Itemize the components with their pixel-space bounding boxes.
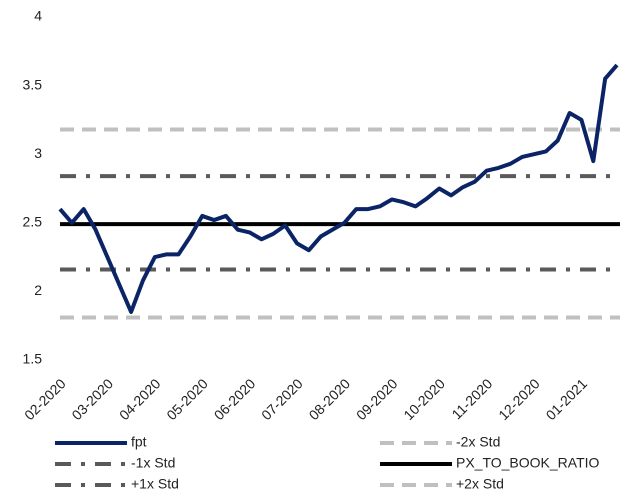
x-tick-label: 12-2020 xyxy=(495,375,543,423)
y-tick-label: 2 xyxy=(34,282,42,298)
legend-label: -2x Std xyxy=(456,434,500,450)
x-tick-label: 02-2020 xyxy=(21,375,69,423)
x-tick-label: 11-2020 xyxy=(448,375,495,422)
x-tick-label: 05-2020 xyxy=(163,375,211,423)
y-tick-label: 3 xyxy=(34,145,42,161)
y-tick-label: 3.5 xyxy=(23,76,43,92)
legend-label: +2x Std xyxy=(456,476,504,492)
y-tick-label: 4 xyxy=(34,8,42,24)
x-tick-label: 10-2020 xyxy=(400,375,448,423)
legend-label: +1x Std xyxy=(131,476,179,492)
x-tick-label: 07-2020 xyxy=(258,375,306,423)
legend-label: fpt xyxy=(131,434,147,450)
legend-label: PX_TO_BOOK_RATIO xyxy=(456,455,600,471)
x-tick-label: 09-2020 xyxy=(353,375,401,423)
legend-label: -1x Std xyxy=(131,455,175,471)
series-line xyxy=(58,63,619,314)
x-tick-label: 03-2020 xyxy=(68,375,116,423)
y-tick-label: 2.5 xyxy=(23,214,43,230)
x-tick-label: 04-2020 xyxy=(116,375,164,423)
y-tick-label: 1.5 xyxy=(23,351,43,367)
x-tick-label: 08-2020 xyxy=(306,375,354,423)
x-tick-label: 01-2021 xyxy=(543,375,591,423)
x-tick-label: 06-2020 xyxy=(211,375,259,423)
